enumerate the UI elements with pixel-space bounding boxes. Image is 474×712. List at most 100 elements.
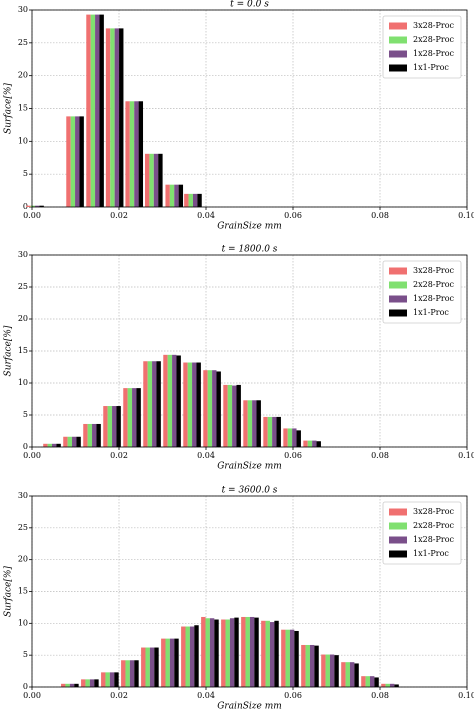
bar [312,440,317,447]
x-axis-label: GrainSize mm [217,222,282,232]
bar [221,619,226,687]
bar [289,629,295,687]
bar [116,406,121,447]
bar [252,400,257,447]
bar [176,355,181,447]
legend-swatch [389,309,407,317]
bar [72,436,77,447]
bar [103,406,108,447]
bar [187,362,193,447]
bar [390,683,395,687]
bar [156,361,161,447]
bar [223,384,228,447]
bar [241,616,246,687]
legend-swatch [389,281,407,289]
bar [132,388,137,447]
bar [274,620,279,687]
bar [345,662,350,687]
y-tick-label: 10 [18,378,28,387]
bar [114,28,120,207]
x-tick-label: 0.10 [458,691,474,700]
y-tick-label: 20 [18,314,28,323]
bar [165,638,170,687]
bar [83,423,88,447]
bar [294,630,299,687]
bar [325,654,330,687]
bar [263,416,268,447]
bar [101,672,106,687]
legend-label: 1x1-Proc [413,308,449,317]
chart-title: t = 3600.0 s [222,486,278,496]
bar [174,184,179,207]
x-tick-label: 0.02 [110,691,128,700]
bar [276,416,281,447]
x-tick-label: 0.08 [371,211,389,220]
bar [196,362,201,447]
legend-label: 1x1-Proc [413,549,449,558]
legend-label: 3x28-Proc [413,266,455,275]
bar [163,354,168,447]
bar [192,193,198,207]
bar [267,416,273,447]
bar [66,116,71,207]
bar [114,672,119,687]
bar [30,205,36,207]
x-tick-label: 0.04 [197,211,215,220]
bar [65,683,70,687]
bar [75,116,80,207]
y-tick-label: 30 [18,5,28,14]
bar [181,626,186,687]
bar [147,361,153,447]
plot-frame [31,495,468,688]
x-tick-label: 0.02 [110,211,128,220]
plot-frame [31,254,468,448]
x-tick-label: 0.00 [23,691,41,700]
bar [138,101,144,207]
legend-swatch [389,64,407,72]
y-tick-label: 10 [18,136,28,145]
bar [272,416,277,447]
bar [188,193,193,207]
bar [112,406,117,447]
bar [105,672,110,687]
bar [35,205,40,207]
bar [89,679,95,687]
x-tick-label: 0.06 [284,691,302,700]
bar [212,370,217,447]
bar [149,153,154,207]
bar [161,638,166,687]
bar [56,443,61,447]
x-tick-label: 0.06 [284,451,302,460]
bar [249,616,255,687]
bar [265,620,270,687]
bar [70,116,76,207]
y-tick-label: 0 [23,202,28,211]
x-tick-label: 0.10 [458,451,474,460]
bar [292,428,297,447]
bar [285,629,290,687]
bar [201,616,206,687]
bar [52,443,57,447]
bar [243,400,248,447]
bar [125,101,130,207]
bar [129,101,135,207]
bar [321,654,326,687]
bar [61,683,66,687]
y-tick-label: 15 [18,104,28,113]
bar [247,400,253,447]
bar [341,662,346,687]
bar [47,443,53,447]
bar [43,443,48,447]
bar [174,638,179,687]
bar [86,14,91,208]
bar [236,384,241,447]
bar [232,385,237,447]
legend-label: 2x28-Proc [413,280,455,289]
legend-label: 1x28-Proc [413,535,455,544]
legend-label: 2x28-Proc [413,521,455,530]
bar [85,679,90,687]
bar [189,626,195,687]
bar [143,361,148,447]
legend-swatch [389,522,407,530]
